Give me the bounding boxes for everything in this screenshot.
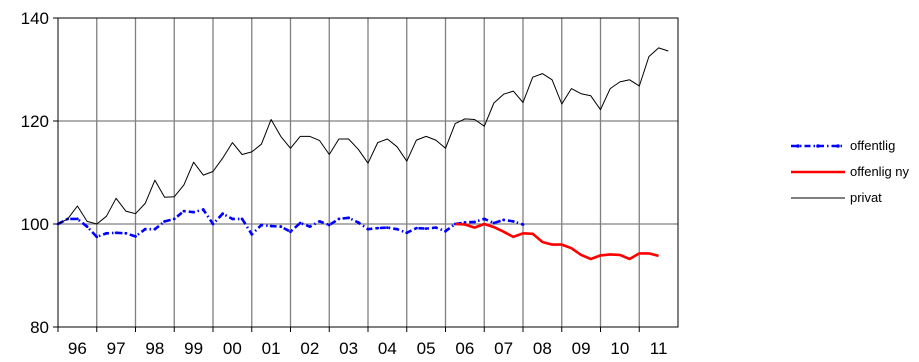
data-point <box>415 226 418 230</box>
data-point <box>434 226 438 230</box>
x-tick-label: 99 <box>184 339 203 358</box>
series-line-offenlig-ny <box>455 222 659 261</box>
data-point <box>143 227 147 231</box>
series-line-privat <box>57 47 669 225</box>
x-axis: 96 97 98 99 00 01 02 03 04 05 06 07 08 09 10 11 <box>57 327 668 358</box>
data-point <box>473 220 476 224</box>
data-point <box>463 221 467 224</box>
x-tick-label: 08 <box>533 339 552 358</box>
legend-marker <box>816 144 820 148</box>
y-axis: 80 100 120 140 <box>21 9 58 337</box>
data-point <box>172 217 176 221</box>
data-point <box>376 226 380 230</box>
x-tick-label: 96 <box>68 339 87 358</box>
x-tick-label: 06 <box>455 339 474 358</box>
data-point <box>163 220 166 223</box>
data-point <box>230 217 234 221</box>
x-tick-label: 04 <box>378 339 397 358</box>
data-point <box>153 227 157 231</box>
legend-label: offenlig ny <box>850 164 910 179</box>
data-point <box>521 223 525 226</box>
data-point <box>269 224 273 228</box>
y-tick-label: 140 <box>21 9 49 28</box>
legend-label: privat <box>850 190 882 205</box>
data-point <box>85 225 89 228</box>
data-point <box>424 227 428 231</box>
series-group <box>56 47 669 261</box>
data-point <box>124 231 128 235</box>
data-point <box>250 232 254 236</box>
x-tick-label: 03 <box>339 339 358 358</box>
x-tick-label: 05 <box>417 339 436 358</box>
data-point <box>366 227 370 231</box>
legend: offentlig offenlig ny privat <box>791 138 910 205</box>
x-tick-label: 11 <box>650 339 668 358</box>
x-tick-label: 01 <box>262 339 281 358</box>
legend-marker <box>796 144 800 148</box>
data-point <box>279 225 283 228</box>
data-point <box>240 217 244 221</box>
data-point <box>192 210 196 214</box>
data-point <box>298 221 302 225</box>
x-tick-label: 09 <box>572 339 591 358</box>
x-tick-label: 02 <box>300 339 319 358</box>
data-point <box>502 218 506 222</box>
x-tick-label: 00 <box>223 339 242 358</box>
x-tick-label: 10 <box>610 339 629 358</box>
data-point <box>75 217 79 221</box>
data-point <box>511 220 515 223</box>
data-point <box>289 230 292 234</box>
data-point <box>356 221 360 224</box>
data-point <box>134 234 137 238</box>
y-tick-label: 80 <box>30 318 49 337</box>
data-point <box>182 209 186 213</box>
x-tick-label: 98 <box>145 339 164 358</box>
data-point <box>221 212 225 216</box>
data-point <box>211 222 215 226</box>
y-tick-label: 120 <box>21 112 49 131</box>
data-point <box>395 227 399 231</box>
data-point <box>105 231 108 235</box>
legend-marker <box>836 144 840 148</box>
data-point <box>492 221 496 225</box>
data-point <box>405 231 409 235</box>
data-point <box>114 231 118 235</box>
data-point <box>95 235 99 239</box>
x-tick-label: 07 <box>494 339 513 358</box>
data-point <box>308 225 312 228</box>
data-point <box>444 229 447 233</box>
legend-label: offentlig <box>850 138 895 153</box>
data-point <box>347 216 351 220</box>
data-point <box>385 226 389 230</box>
data-point <box>318 220 321 223</box>
x-tick-label: 97 <box>107 339 126 358</box>
data-point <box>201 208 205 211</box>
grid <box>58 18 678 327</box>
data-point <box>260 223 263 227</box>
data-point <box>327 223 331 227</box>
y-tick-label: 100 <box>21 215 49 234</box>
data-point <box>337 217 341 221</box>
data-point <box>482 217 486 221</box>
